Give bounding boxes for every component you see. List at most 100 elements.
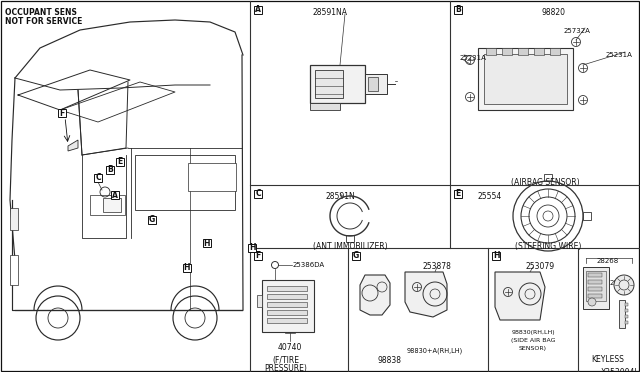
Text: G: G — [353, 251, 359, 260]
Circle shape — [588, 298, 596, 306]
Text: 40740: 40740 — [278, 343, 302, 352]
Text: F: F — [255, 251, 260, 260]
Bar — [625, 315, 628, 318]
Polygon shape — [495, 272, 545, 320]
Bar — [588, 294, 602, 298]
Bar — [103, 198, 121, 212]
Bar — [183, 264, 191, 272]
Text: H: H — [184, 263, 190, 273]
Text: 28599: 28599 — [610, 280, 632, 286]
Text: KEYLESS: KEYLESS — [591, 355, 625, 364]
Text: E: E — [117, 157, 123, 167]
Bar — [58, 109, 66, 117]
Text: (AIRBAG SENSOR): (AIRBAG SENSOR) — [511, 178, 579, 187]
Text: F: F — [60, 109, 65, 118]
Bar — [310, 65, 365, 103]
Text: C: C — [255, 189, 261, 199]
Text: 28591NA: 28591NA — [312, 8, 348, 17]
Text: 253878: 253878 — [422, 262, 451, 271]
Bar — [254, 252, 262, 260]
Bar — [365, 74, 387, 94]
Bar — [94, 174, 102, 182]
Bar — [368, 77, 378, 91]
Bar — [90, 195, 125, 215]
Bar — [484, 54, 567, 104]
Bar — [625, 303, 628, 306]
Text: (SIDE AIR BAG: (SIDE AIR BAG — [511, 338, 556, 343]
Text: 98830+A(RH,LH): 98830+A(RH,LH) — [407, 348, 463, 355]
Text: 25732A: 25732A — [563, 28, 590, 34]
Bar — [583, 212, 591, 220]
Bar — [188, 163, 236, 191]
Bar — [454, 190, 462, 198]
Bar — [363, 279, 368, 282]
Bar — [254, 190, 262, 198]
Bar — [588, 287, 602, 291]
Bar — [257, 295, 262, 307]
Bar — [625, 309, 628, 312]
Bar — [583, 267, 609, 309]
Text: NOT FOR SERVICE: NOT FOR SERVICE — [5, 17, 83, 26]
Bar — [10, 208, 18, 230]
Text: 98838: 98838 — [378, 356, 402, 365]
Text: H: H — [249, 244, 255, 253]
Bar — [315, 70, 343, 98]
Bar — [454, 6, 462, 14]
Bar — [267, 302, 307, 307]
Bar — [203, 239, 211, 247]
Bar — [518, 48, 528, 55]
Bar — [625, 321, 628, 324]
Bar — [262, 280, 314, 332]
Circle shape — [614, 275, 634, 295]
Bar — [363, 284, 368, 287]
Text: G: G — [149, 215, 155, 224]
Bar — [486, 48, 496, 55]
Text: 25231A: 25231A — [460, 55, 487, 61]
Text: 28268: 28268 — [597, 258, 619, 264]
Text: 28591N: 28591N — [325, 192, 355, 201]
Bar — [267, 310, 307, 315]
Bar — [267, 286, 307, 291]
Text: H: H — [493, 251, 499, 260]
Bar — [478, 48, 573, 110]
Bar — [10, 255, 18, 285]
Bar — [346, 235, 354, 242]
Bar — [352, 252, 360, 260]
Text: C: C — [95, 173, 101, 183]
Bar — [586, 271, 606, 301]
Polygon shape — [405, 272, 447, 317]
Bar — [254, 6, 262, 14]
Text: 98830(RH,LH): 98830(RH,LH) — [511, 330, 555, 335]
Text: 253079: 253079 — [525, 262, 554, 271]
Bar — [588, 273, 602, 277]
Bar — [116, 158, 124, 166]
Text: A: A — [112, 190, 118, 199]
Text: 98820: 98820 — [541, 8, 565, 17]
Bar — [135, 155, 235, 210]
Text: 25554: 25554 — [478, 192, 502, 201]
Polygon shape — [310, 103, 340, 110]
Bar — [363, 289, 368, 292]
Bar — [267, 294, 307, 299]
Text: B: B — [107, 166, 113, 174]
Bar — [534, 48, 544, 55]
Text: (ANT IMMOBILIZER): (ANT IMMOBILIZER) — [313, 242, 387, 251]
Bar — [248, 244, 256, 252]
Bar — [492, 252, 500, 260]
Text: E: E — [456, 189, 461, 199]
Bar — [111, 191, 119, 199]
Bar — [550, 48, 560, 55]
Bar — [148, 216, 156, 224]
Bar — [267, 318, 307, 323]
Text: X253004J: X253004J — [600, 368, 637, 372]
Bar — [619, 300, 625, 328]
Text: OCCUPANT SENS: OCCUPANT SENS — [5, 8, 77, 17]
Polygon shape — [360, 275, 390, 315]
Text: H: H — [204, 238, 211, 247]
Text: B: B — [455, 6, 461, 15]
Bar — [544, 174, 552, 181]
Text: A: A — [255, 6, 261, 15]
Text: (F/TIRE: (F/TIRE — [273, 356, 300, 365]
Text: SENSOR): SENSOR) — [519, 346, 547, 351]
Polygon shape — [68, 140, 78, 151]
